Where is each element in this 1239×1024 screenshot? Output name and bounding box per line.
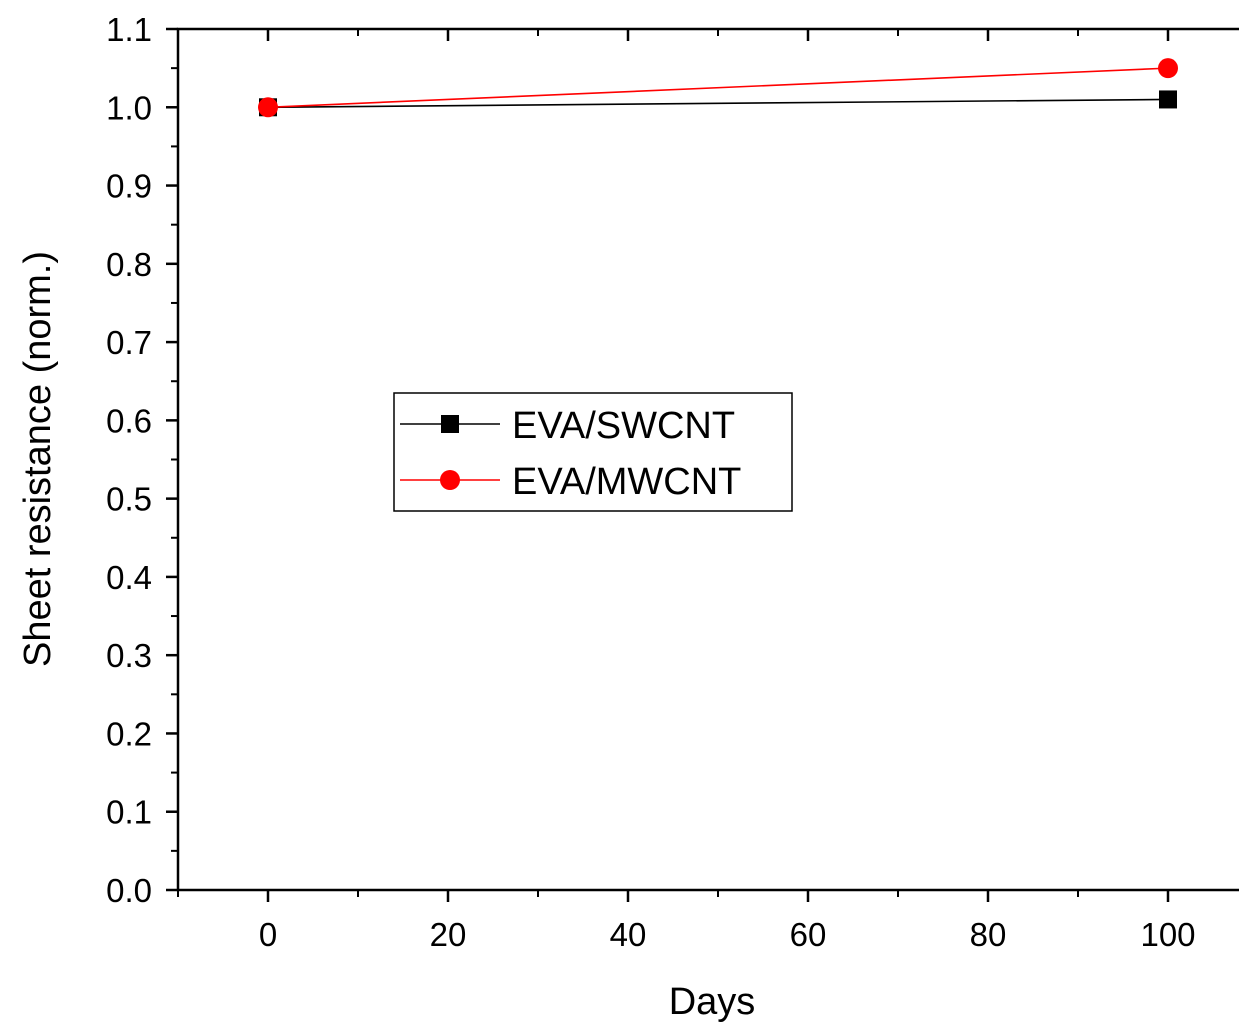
y-tick-label: 0.6 (106, 402, 152, 439)
x-tick-label: 80 (970, 916, 1007, 953)
y-tick-label: 1.0 (106, 89, 152, 126)
data-point-eva-swcnt (1159, 90, 1177, 109)
data-point-eva-mwcnt (258, 97, 278, 118)
y-tick-label: 0.0 (106, 872, 152, 909)
x-axis-ticks: 0 20 40 60 80 100 (177, 29, 1196, 953)
x-tick-label: 20 (430, 916, 467, 953)
x-tick-label: 0 (259, 916, 277, 953)
x-tick-label: 40 (610, 916, 647, 953)
legend: EVA/SWCNT EVA/MWCNT (393, 392, 793, 512)
x-tick-label: 100 (1140, 916, 1195, 953)
y-axis-title: Sheet resistance (norm.) (17, 251, 59, 667)
series-layer (258, 58, 1178, 118)
x-tick-label: 60 (790, 916, 827, 953)
y-tick-label: 0.4 (106, 559, 152, 596)
legend-box (393, 392, 793, 512)
series-line-eva-mwcnt (267, 67, 1169, 109)
y-tick-label: 0.7 (106, 324, 152, 361)
y-tick-label: 0.9 (106, 168, 152, 205)
y-tick-label: 0.2 (106, 715, 152, 752)
series-line-eva-swcnt (267, 98, 1169, 109)
y-tick-label: 0.5 (106, 481, 152, 518)
y-axis-ticks: 0.0 0.1 0.2 0.3 0.4 0.5 0.6 0.7 0.8 0.9 1.0 1.1 (106, 11, 178, 909)
legend-marker-eva-swcnt (441, 415, 459, 433)
legend-label-eva-mwcnt: EVA/MWCNT (512, 461, 741, 503)
x-axis-title: Days (669, 981, 756, 1023)
legend-marker-eva-mwcnt (440, 470, 460, 490)
y-tick-label: 0.3 (106, 637, 152, 674)
y-tick-label: 0.8 (106, 246, 152, 283)
data-point-eva-mwcnt (1158, 58, 1178, 79)
y-tick-label: 1.1 (106, 11, 152, 48)
y-tick-label: 0.1 (106, 794, 152, 831)
legend-label-eva-swcnt: EVA/SWCNT (512, 405, 735, 447)
